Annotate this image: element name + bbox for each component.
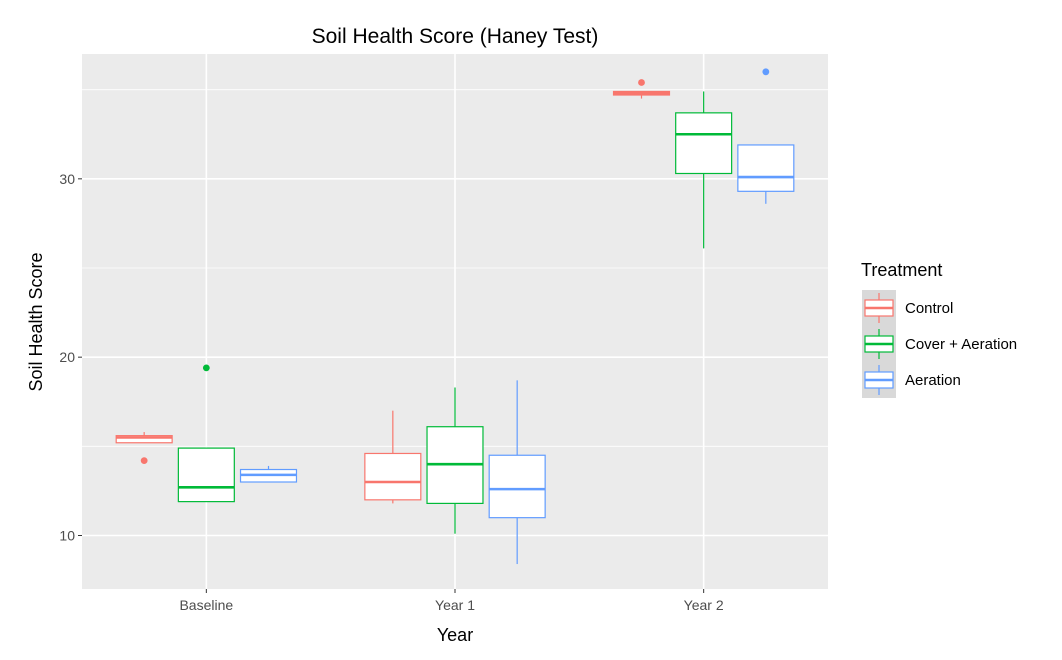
legend-item: Cover + Aeration bbox=[862, 326, 1017, 362]
y-tick-label: 10 bbox=[59, 528, 75, 544]
y-tick-label: 30 bbox=[59, 171, 75, 187]
x-tick-label: Year 1 bbox=[435, 597, 475, 613]
box bbox=[177, 447, 235, 503]
box bbox=[364, 452, 422, 501]
legend-item: Aeration bbox=[862, 362, 961, 398]
x-tick-label: Baseline bbox=[179, 597, 233, 613]
x-axis-title: Year bbox=[437, 625, 473, 645]
legend-title: Treatment bbox=[861, 260, 942, 280]
boxplot-1-2 bbox=[488, 380, 546, 565]
outlier-point bbox=[140, 457, 148, 464]
boxplot-2-2 bbox=[737, 68, 795, 204]
boxplot-2-0 bbox=[612, 79, 671, 99]
box bbox=[488, 454, 546, 519]
legend-label: Aeration bbox=[905, 372, 961, 389]
chart-title: Soil Health Score (Haney Test) bbox=[312, 25, 599, 48]
legend-label: Cover + Aeration bbox=[905, 336, 1017, 353]
box bbox=[675, 112, 733, 175]
legend-item: Control bbox=[862, 290, 953, 326]
outlier-point bbox=[638, 79, 645, 86]
y-axis-title: Soil Health Score bbox=[26, 252, 46, 391]
boxplot-1-0 bbox=[364, 410, 422, 504]
boxplot-0-2 bbox=[239, 465, 298, 483]
x-tick-label: Year 2 bbox=[684, 597, 724, 613]
boxplot-2-1 bbox=[675, 91, 733, 249]
legend: Treatment Control Cover + Aeration Aeratio… bbox=[861, 260, 1017, 398]
outlier-point bbox=[762, 68, 770, 76]
boxplot-0-1 bbox=[177, 364, 235, 503]
boxplot-1-1 bbox=[426, 387, 484, 534]
box bbox=[115, 435, 173, 444]
legend-label: Control bbox=[905, 300, 953, 317]
y-axis-ticks: 10 20 30 bbox=[59, 171, 82, 544]
box bbox=[737, 144, 795, 192]
outlier-point bbox=[202, 364, 210, 372]
boxplot-0-0 bbox=[115, 432, 173, 464]
y-tick-label: 20 bbox=[59, 349, 75, 365]
boxplots bbox=[115, 68, 795, 565]
x-axis-ticks: Baseline Year 1 Year 2 bbox=[179, 589, 724, 613]
